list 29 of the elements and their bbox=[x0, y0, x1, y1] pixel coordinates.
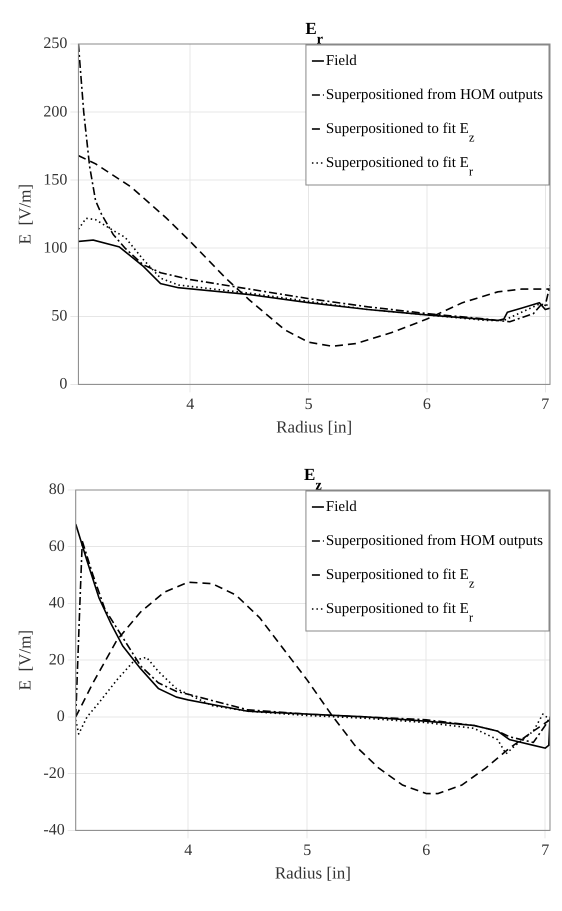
x-axis-title: Radius [in] bbox=[276, 417, 352, 436]
y-tick-label: 80 bbox=[48, 481, 65, 498]
x-tick-label: 6 bbox=[422, 396, 431, 414]
x-tick-label: 4 bbox=[186, 396, 194, 414]
y-axis-title: E [V/m] bbox=[16, 630, 35, 690]
x-tick-label: 6 bbox=[422, 842, 430, 860]
y-tick-label: 20 bbox=[48, 651, 65, 668]
y-tick-label: 40 bbox=[48, 594, 65, 612]
x-tick-label: 5 bbox=[304, 396, 313, 414]
legend-label: Superpositioned from HOM outputs bbox=[326, 533, 544, 549]
x-tick-label: 5 bbox=[303, 842, 312, 860]
y-tick-label: 0 bbox=[59, 376, 68, 393]
y-tick-label: 250 bbox=[43, 35, 68, 52]
x-axis-title: Radius [in] bbox=[274, 863, 351, 882]
y-tick-label: 0 bbox=[56, 708, 65, 726]
y-tick-label: -20 bbox=[43, 764, 65, 782]
y-tick-label: 100 bbox=[43, 239, 68, 256]
legend-label: Field bbox=[326, 53, 358, 69]
x-tick-label: 7 bbox=[541, 396, 550, 414]
y-tick-label: 50 bbox=[51, 308, 68, 325]
legend-label: Superpositioned from HOM outputs bbox=[326, 87, 544, 103]
x-tick-label: 4 bbox=[184, 842, 192, 860]
y-tick-label: 150 bbox=[43, 171, 68, 188]
y-tick-label: -40 bbox=[43, 822, 65, 839]
y-tick-label: 200 bbox=[43, 103, 68, 120]
y-axis-title: E [V/m] bbox=[16, 184, 35, 244]
x-tick-label: 7 bbox=[541, 842, 550, 860]
legend-label: Field bbox=[326, 499, 358, 515]
y-tick-label: 60 bbox=[48, 538, 65, 555]
